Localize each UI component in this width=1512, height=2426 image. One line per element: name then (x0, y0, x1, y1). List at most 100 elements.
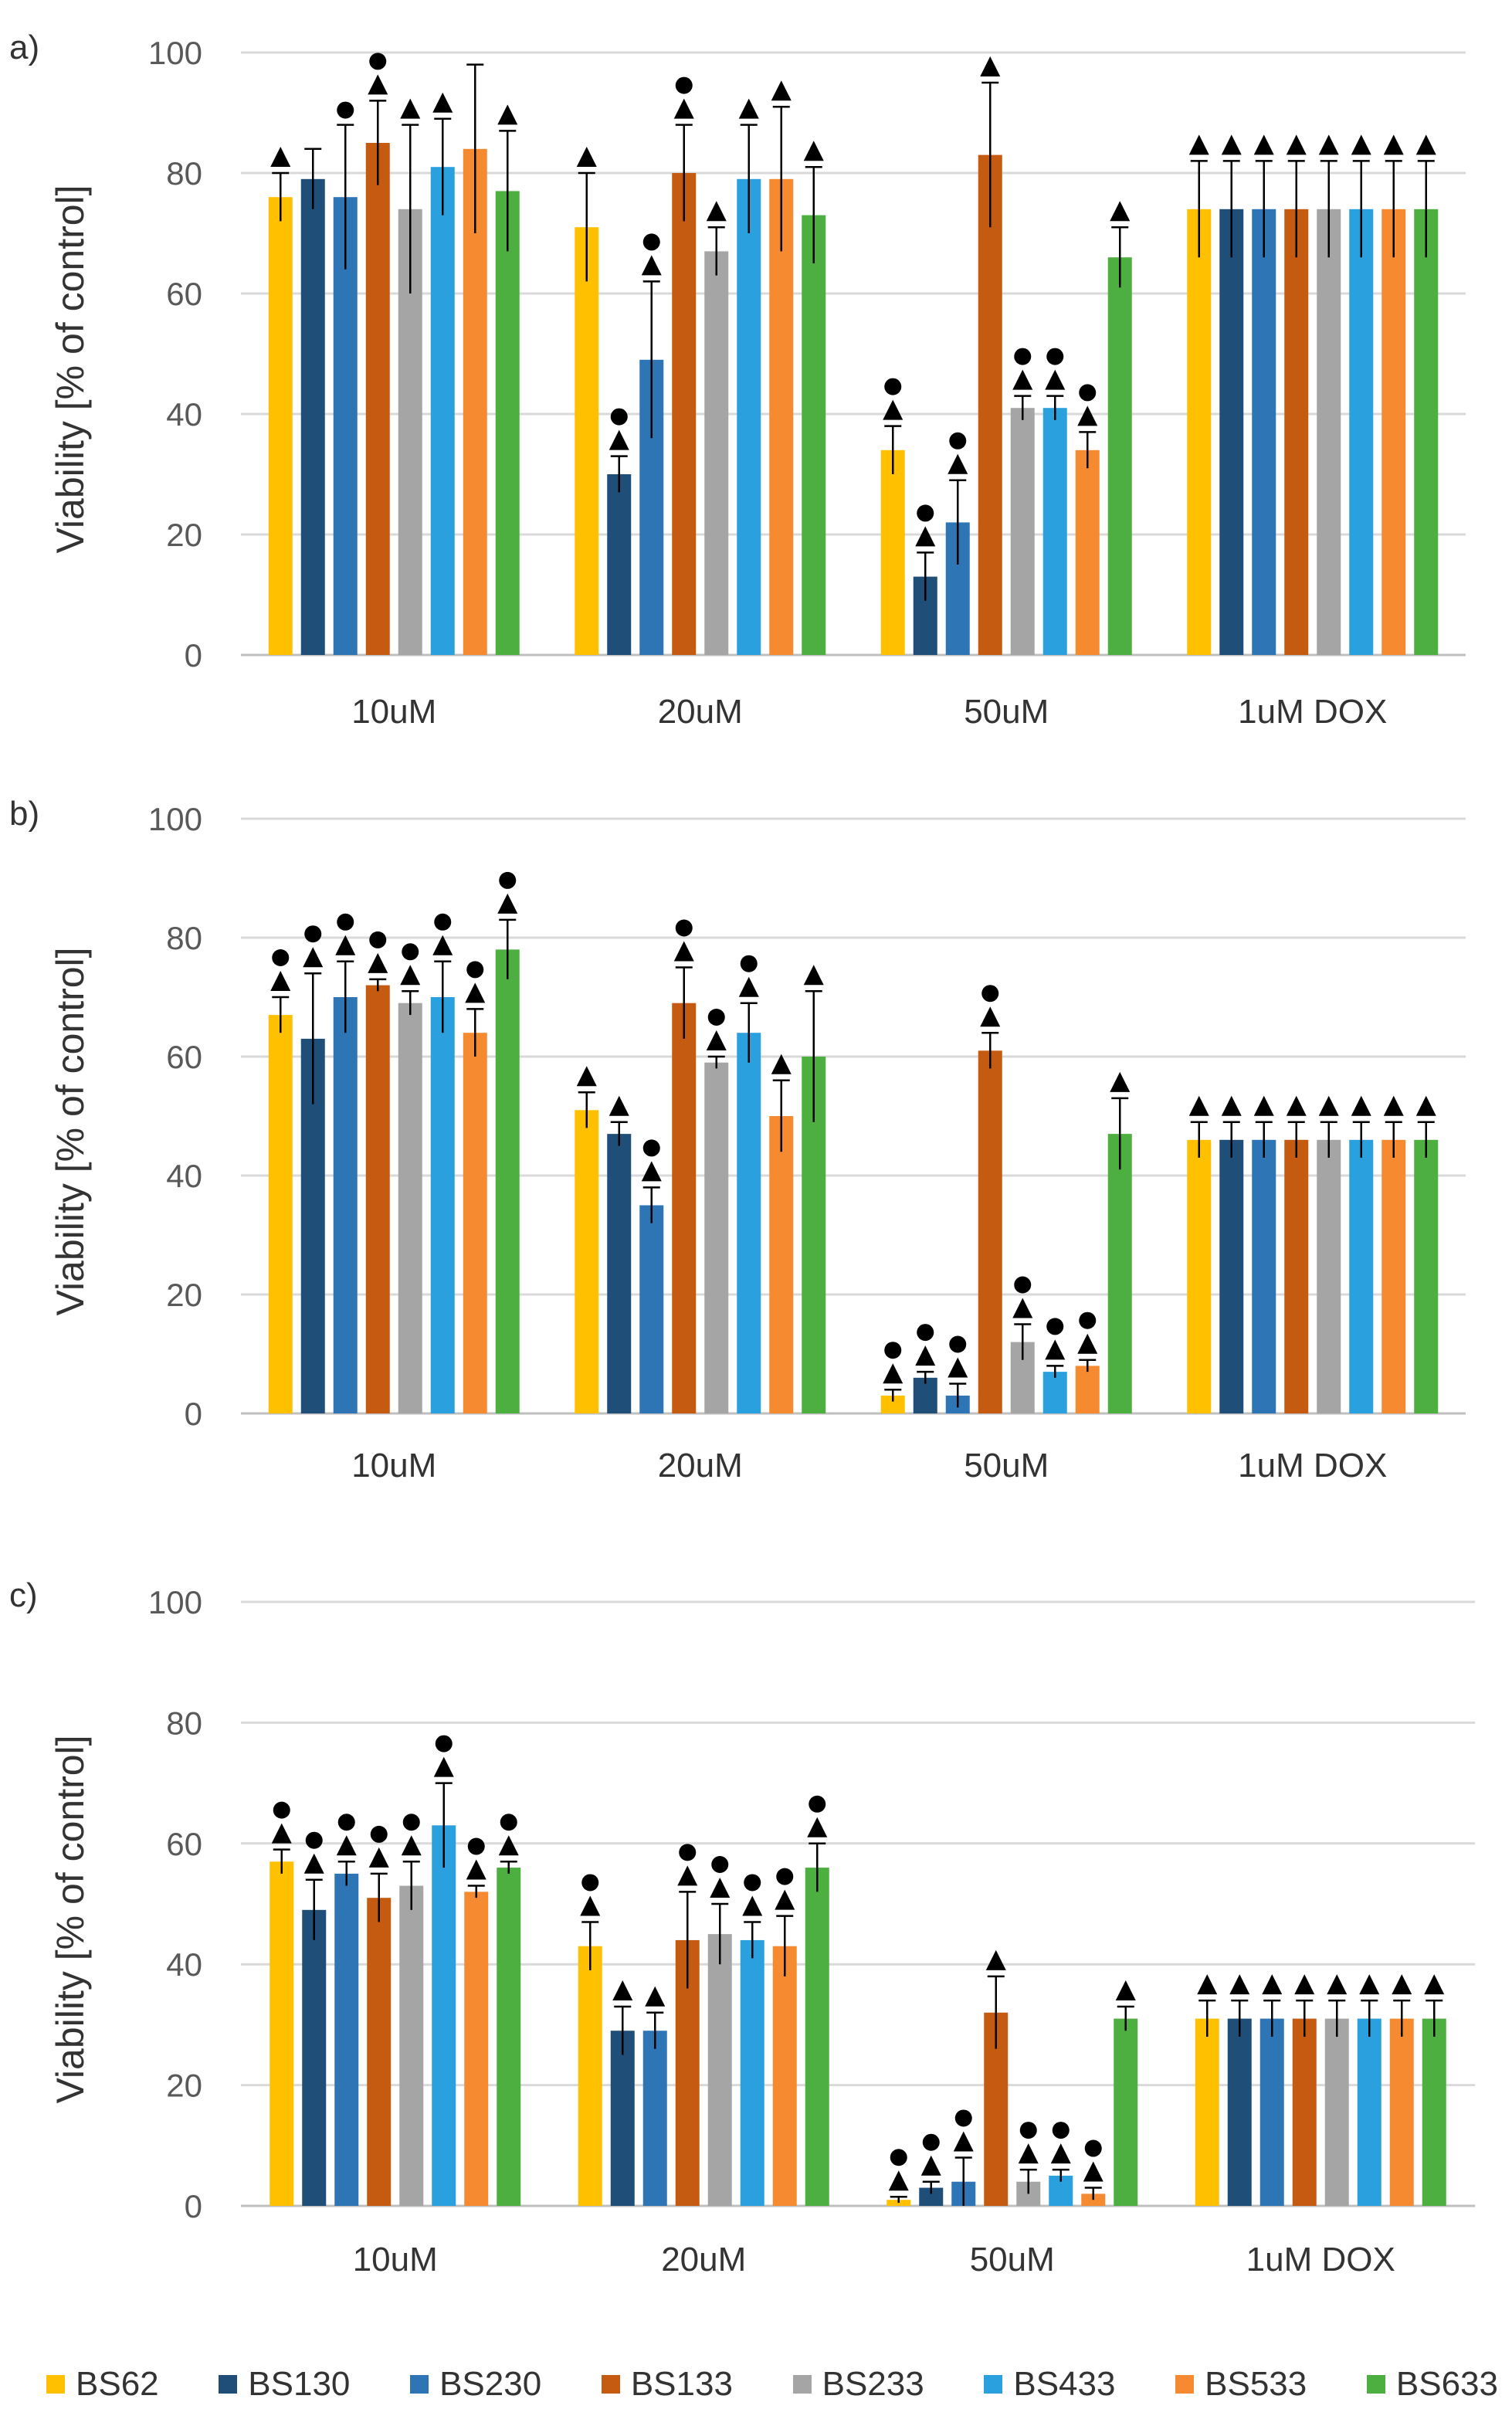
bar (1252, 1139, 1276, 1413)
bar (672, 1003, 697, 1413)
significance-triangle (1050, 2143, 1071, 2164)
significance-triangle (1110, 1071, 1131, 1092)
significance-circle (776, 1868, 794, 1885)
significance-triangle (807, 1817, 828, 1837)
y-tick-label: 20 (166, 1277, 202, 1313)
significance-circle (1019, 2122, 1037, 2139)
significance-triangle (771, 80, 792, 101)
bar (769, 178, 794, 656)
significance-triangle (497, 104, 518, 125)
legend-label: BS230 (439, 2365, 542, 2403)
significance-triangle (1318, 134, 1339, 155)
bar (399, 1885, 424, 2206)
significance-circle (675, 919, 693, 937)
significance-circle (675, 76, 693, 94)
significance-triangle (738, 976, 759, 997)
bar (367, 1898, 392, 2206)
significance-triangle (980, 56, 1001, 76)
bar (464, 1892, 489, 2206)
significance-triangle (710, 1878, 731, 1898)
significance-circle (922, 2133, 940, 2151)
significance-circle (884, 1342, 902, 1359)
bar (880, 450, 905, 655)
bar (1075, 450, 1100, 655)
significance-triangle (915, 1345, 936, 1366)
legend-item: BS533 (1175, 2365, 1307, 2404)
significance-circle (467, 1837, 485, 1855)
significance-triangle (1318, 1095, 1339, 1116)
x-tick-label: 50uM (964, 693, 1049, 731)
significance-triangle (1286, 134, 1307, 155)
significance-triangle (1286, 1095, 1307, 1116)
y-axis-label: Viability [% of control] (49, 185, 92, 553)
bar (1042, 408, 1067, 655)
bar (333, 997, 358, 1413)
bar (607, 474, 632, 655)
significance-circle (369, 53, 387, 70)
significance-triangle (948, 453, 968, 474)
x-tick-label: 10uM (353, 2241, 438, 2278)
bar (268, 1015, 293, 1413)
x-tick-label: 20uM (658, 693, 743, 731)
significance-triangle (1045, 369, 1066, 390)
significance-triangle (497, 893, 518, 914)
bar (365, 985, 390, 1413)
bar (704, 251, 729, 655)
significance-triangle (1012, 1298, 1033, 1318)
bar (919, 2187, 944, 2206)
bar (1389, 2018, 1414, 2206)
significance-triangle (465, 982, 486, 1003)
bar (1317, 209, 1341, 655)
y-tick-label: 20 (166, 2068, 202, 2104)
significance-circle (1046, 348, 1064, 365)
bar (1075, 1366, 1100, 1413)
bar (1259, 2018, 1284, 2206)
legend-item: BS130 (219, 2365, 350, 2404)
bar (1414, 209, 1439, 655)
bar (805, 1868, 829, 2206)
bar (672, 173, 697, 655)
bar (575, 227, 599, 655)
significance-triangle (368, 952, 388, 973)
significance-triangle (1115, 1980, 1136, 2000)
significance-circle (273, 1801, 290, 1819)
bar (398, 1003, 422, 1413)
significance-triangle (368, 74, 388, 95)
bar (737, 178, 761, 656)
significance-triangle (1197, 1974, 1218, 1995)
bar (704, 1062, 729, 1413)
significance-triangle (953, 2131, 974, 2152)
significance-triangle (498, 1835, 519, 1856)
significance-triangle (400, 965, 421, 986)
significance-triangle (803, 141, 824, 161)
significance-triangle (1415, 1095, 1436, 1116)
significance-triangle (1077, 405, 1098, 426)
bar (1114, 2018, 1138, 2206)
x-tick-label: 1uM DOX (1246, 2241, 1395, 2278)
y-tick-label: 20 (166, 517, 202, 553)
y-tick-label: 80 (166, 1705, 202, 1741)
significance-circle (917, 1324, 934, 1342)
y-tick-label: 0 (185, 637, 202, 674)
y-tick-label: 40 (166, 1158, 202, 1194)
bar (978, 1050, 1002, 1413)
x-tick-label: 10uM (351, 1447, 436, 1484)
legend-swatch (1366, 2375, 1385, 2394)
y-tick-label: 100 (148, 801, 202, 837)
x-tick-label: 50uM (964, 1447, 1049, 1484)
bar (740, 1939, 764, 2206)
legend-label: BS633 (1395, 2365, 1498, 2403)
panel-label: a) (9, 29, 39, 66)
significance-circle (642, 233, 660, 251)
significance-triangle (609, 1095, 629, 1116)
y-axis-label: Viability [% of control] (49, 1735, 92, 2103)
significance-circle (435, 1735, 453, 1752)
significance-triangle (576, 147, 597, 167)
bar (1414, 1139, 1439, 1413)
bar (578, 1946, 602, 2206)
significance-circle (1046, 1318, 1064, 1335)
legend-item: BS230 (410, 2365, 541, 2404)
bar (1219, 209, 1244, 655)
bar (737, 1033, 761, 1413)
